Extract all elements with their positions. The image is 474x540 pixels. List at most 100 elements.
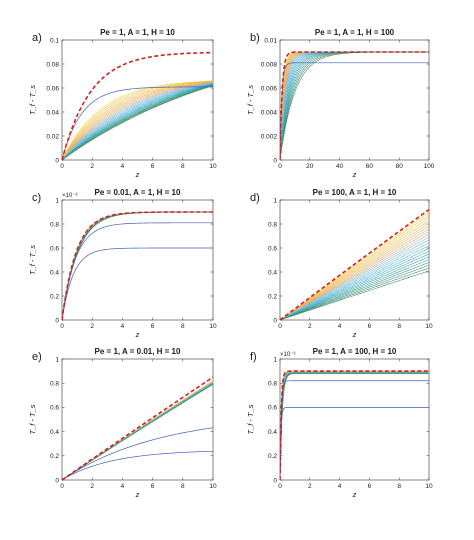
panel-title: Pe = 100, A = 1, H = 10 (313, 188, 397, 197)
family-line (280, 217, 429, 320)
y-tick-label: 0 (273, 157, 277, 164)
y-tick-label: 0.6 (50, 405, 59, 412)
family-line (62, 211, 213, 320)
family-line (280, 222, 429, 320)
family-line (62, 80, 213, 160)
y-tick-label: 0 (55, 477, 59, 484)
x-tick-label: 0 (278, 163, 282, 170)
y-axis-label: T_f - T_s (246, 404, 255, 434)
x-tick-label: 20 (306, 163, 314, 170)
x-axis-label: z (135, 490, 140, 499)
family-line (280, 372, 429, 480)
family-line (280, 259, 429, 320)
x-tick-label: 10 (209, 163, 217, 170)
family-line (280, 236, 429, 320)
x-tick-label: 60 (366, 163, 374, 170)
x-tick-label: 0 (60, 483, 64, 490)
y-tick-label: 0.2 (50, 453, 59, 460)
red-dashed-line (62, 211, 213, 320)
y-tick-label: 0.8 (50, 221, 59, 228)
family-line (280, 220, 429, 320)
red-dashed-line (280, 51, 429, 160)
family-line (280, 245, 429, 320)
family-line (62, 211, 213, 320)
family-line (62, 85, 213, 160)
family-line (62, 81, 213, 160)
x-tick-label: 10 (425, 483, 433, 490)
family-line (62, 82, 213, 160)
y-tick-label: 0.2 (268, 293, 277, 300)
x-tick-label: 10 (209, 323, 217, 330)
family-line (280, 371, 429, 480)
panel-title: Pe = 0.01, A = 1, H = 10 (95, 188, 181, 197)
family-line (62, 211, 213, 320)
family-line (280, 372, 429, 480)
family-line (62, 211, 213, 320)
family-line (62, 211, 213, 320)
blue-line (280, 407, 429, 480)
y-tick-label: 0.01 (264, 37, 277, 44)
family-line (280, 373, 429, 480)
panel-label: f) (250, 351, 257, 363)
family-line (62, 211, 213, 320)
x-axis-label: z (352, 170, 357, 179)
x-tick-label: 2 (308, 483, 312, 490)
panel-label: e) (32, 351, 42, 363)
family-line (62, 211, 213, 320)
family-line (62, 81, 213, 160)
x-tick-label: 8 (181, 323, 185, 330)
panel-f: 0 2 4 6 8 10 0 0.2 0.4 0.6 0.8 1 f) Pe = 1, A = 100, … (246, 347, 433, 499)
x-tick-label: 4 (121, 483, 125, 490)
y-tick-label: 0.8 (268, 381, 277, 388)
family-line (280, 372, 429, 480)
x-tick-label: 0 (278, 323, 282, 330)
family-line (62, 211, 213, 320)
y-tick-label: 0.8 (268, 221, 277, 228)
family-line (62, 211, 213, 320)
x-tick-label: 0 (60, 163, 64, 170)
family-line (280, 228, 429, 320)
blue-line (62, 450, 213, 480)
y-tick-label: 0.08 (46, 61, 59, 68)
panel-c: 0 2 4 6 8 10 0 0.2 0.4 0.6 0.8 1 c) Pe = 0.01, A = 1,… (28, 188, 217, 339)
y-tick-label: 0.008 (261, 61, 278, 68)
y-tick-label: 0.4 (268, 429, 277, 436)
plot-area (280, 51, 429, 160)
family-line (62, 83, 213, 160)
family-line (62, 211, 213, 320)
y-axis-label: T_f - T_s (246, 85, 255, 115)
y-tick-label: 0 (273, 477, 277, 484)
x-axis-label: z (135, 330, 140, 339)
x-tick-label: 8 (181, 163, 185, 170)
y-tick-label: 0 (55, 157, 59, 164)
x-tick-label: 8 (181, 483, 185, 490)
panel-label: a) (32, 32, 42, 44)
family-line (62, 84, 213, 160)
family-line (280, 250, 429, 320)
y-tick-label: 0.02 (46, 133, 59, 140)
x-tick-label: 6 (368, 323, 372, 330)
family-line (62, 211, 213, 320)
family-line (62, 211, 213, 320)
y-tick-label: 0 (55, 317, 59, 324)
blue-line (280, 380, 429, 480)
family-line (62, 82, 213, 160)
panel-b: 0 20 40 60 80 100 0 0.002 0.004 0.006 0.008 0.01 b) P… (246, 28, 435, 179)
family-line (62, 85, 213, 160)
family-line (62, 83, 213, 160)
blue-line (62, 86, 213, 160)
y-tick-label: 0.2 (50, 293, 59, 300)
family-line (280, 239, 429, 320)
family-line (62, 211, 213, 320)
y-tick-label: 0.1 (50, 37, 59, 44)
axes-frame (61, 358, 214, 481)
family-line (62, 82, 213, 160)
panel-title: Pe = 1, A = 1, H = 10 (100, 28, 175, 37)
blue-line (62, 427, 213, 480)
y-tick-label: 0.004 (261, 109, 278, 116)
family-line (62, 81, 213, 160)
y-axis-label: T_f - T_s (28, 85, 37, 115)
blue-line (62, 247, 213, 320)
family-line (280, 242, 429, 320)
